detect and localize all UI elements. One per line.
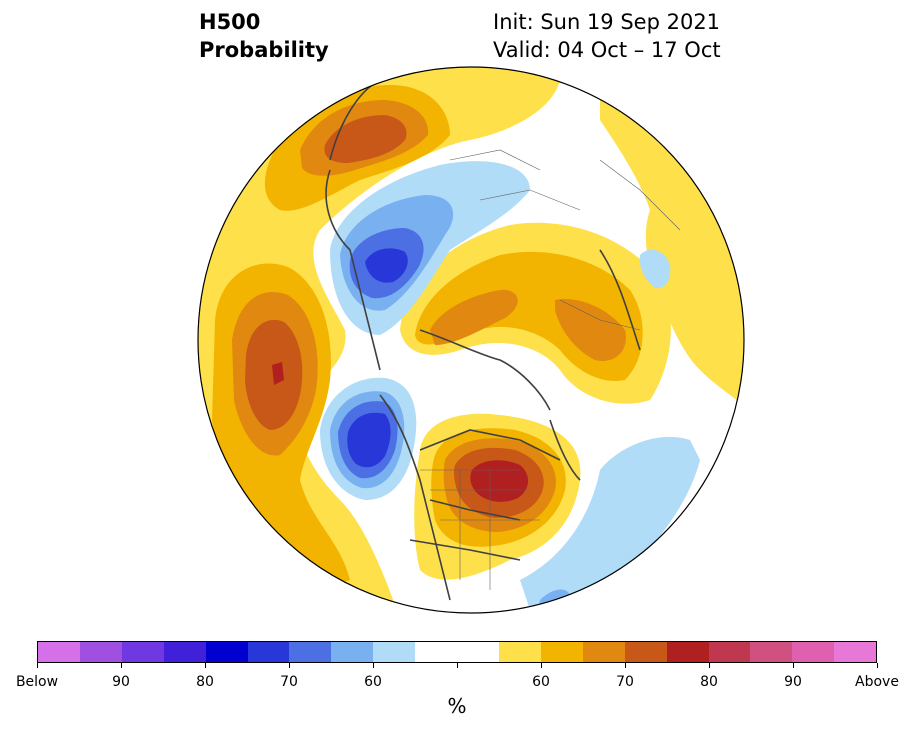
colorbar-tick (540, 663, 542, 668)
colorbar-unit: % (447, 694, 467, 718)
colorbar-segment (457, 642, 499, 662)
colorbar-segment (163, 642, 206, 662)
title-line-1: H500 (199, 10, 261, 34)
colorbar-tick-label: 80 (196, 674, 214, 690)
colorbar-tick-label: 90 (784, 674, 802, 690)
negative-anomaly-atlantic-light (520, 436, 700, 610)
colorbar-tick (36, 663, 38, 668)
colorbar-tick (792, 663, 794, 668)
colorbar-tick (288, 663, 290, 668)
colorbar-segment (624, 642, 667, 662)
colorbar-segment (792, 642, 835, 662)
colorbar-tick (456, 663, 458, 668)
valid-range: Valid: 04 Oct – 17 Oct (493, 38, 721, 62)
colorbar-segment (582, 642, 625, 662)
colorbar-segment (121, 642, 164, 662)
init-date: Init: Sun 19 Sep 2021 (493, 10, 721, 34)
colorbar-segment (498, 642, 541, 662)
negative-anomaly-siberia-core (365, 248, 408, 283)
colorbar-tick-label: Above (855, 674, 899, 690)
polar-map (197, 66, 745, 614)
colorbar-segment (247, 642, 290, 662)
colorbar-segment (834, 642, 877, 662)
title-line-2: Probability (199, 38, 329, 62)
colorbar-segment (415, 642, 458, 662)
colorbar-tick-label: 60 (364, 674, 382, 690)
colorbar-tick (204, 663, 206, 668)
colorbar-tick (120, 663, 122, 668)
colorbar (37, 641, 877, 663)
negative-anomaly-alaska-core (347, 412, 391, 468)
colorbar-segment (540, 642, 583, 662)
colorbar-tick (708, 663, 710, 668)
map-title: H500 Probability (199, 8, 329, 64)
colorbar-segment (708, 642, 751, 662)
positive-anomaly-na-core (470, 460, 529, 502)
colorbar-tick-label: 70 (616, 674, 634, 690)
colorbar-segment (331, 642, 374, 662)
colorbar-tick-label: Below (15, 674, 59, 690)
colorbar-tick-label: 90 (112, 674, 130, 690)
negative-anomaly-scandinavia-light (639, 249, 671, 289)
colorbar-segment (373, 642, 416, 662)
map-boundary (197, 66, 745, 614)
colorbar-segment (79, 642, 122, 662)
positive-anomaly-north-pacific-core (272, 362, 284, 385)
colorbar-segment (38, 642, 80, 662)
colorbar-tick (624, 663, 626, 668)
colorbar-segment (750, 642, 793, 662)
coastlines (325, 79, 641, 601)
colorbar-tick-label: 60 (532, 674, 550, 690)
colorbar-tick-label: 70 (280, 674, 298, 690)
run-info: Init: Sun 19 Sep 2021 Valid: 04 Oct – 17… (493, 8, 721, 64)
colorbar-segment (666, 642, 709, 662)
colorbar-segment (205, 642, 248, 662)
borders (420, 149, 681, 590)
colorbar-segment (289, 642, 332, 662)
colorbar-tick (876, 663, 878, 668)
colorbar-tick (372, 663, 374, 668)
positive-anomaly-siberia-red (324, 115, 407, 163)
colorbar-tick-label: 80 (700, 674, 718, 690)
positive-anomaly-arctic-dark (430, 289, 626, 361)
